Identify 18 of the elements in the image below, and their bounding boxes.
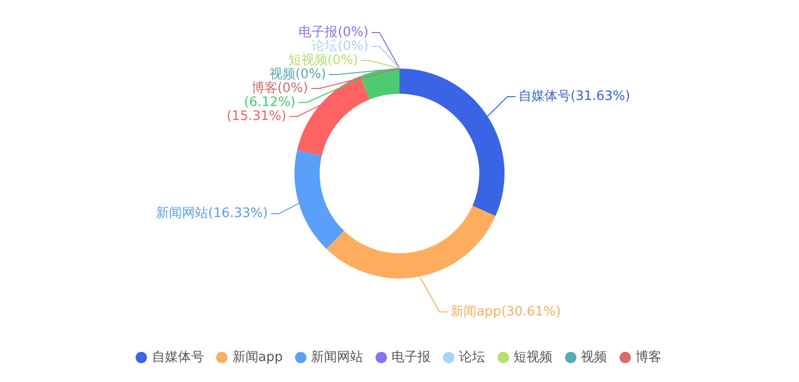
category-label: 短视频(0%) bbox=[288, 52, 358, 68]
legend-label: 视频 bbox=[581, 350, 608, 365]
legend-label: 短视频 bbox=[514, 350, 553, 365]
legend-label: 博客 bbox=[636, 348, 662, 365]
legend-label: 新闻app bbox=[232, 350, 283, 365]
legend-label: 自媒体号 bbox=[152, 350, 204, 365]
category-label: 视频(0%) bbox=[269, 66, 326, 82]
legend-label: 新闻网站 bbox=[311, 350, 364, 365]
legend-label: 电子报 bbox=[392, 350, 431, 365]
category-label: 自媒体号(31.63%) bbox=[518, 88, 630, 104]
category-label: 电子报(0%) bbox=[298, 24, 368, 40]
category-label: 新闻网站(16.33%) bbox=[156, 206, 268, 222]
category-label: 新闻app(30.61%) bbox=[450, 304, 561, 320]
data-label: (6.12%) bbox=[244, 94, 296, 110]
data-label: (15.31%) bbox=[226, 108, 286, 124]
category-label: 博客(0%) bbox=[251, 80, 308, 96]
legend-label: 论坛 bbox=[459, 350, 486, 365]
category-label: 论坛(0%) bbox=[312, 38, 368, 54]
